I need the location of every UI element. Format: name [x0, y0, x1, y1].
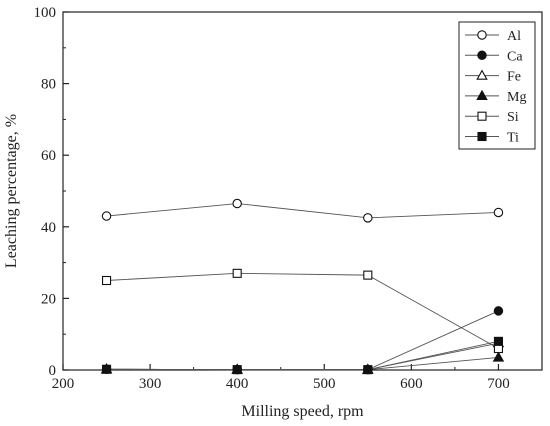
x-tick-label: 600 — [400, 376, 423, 392]
y-tick-label: 80 — [41, 77, 56, 93]
y-tick-label: 20 — [41, 291, 56, 307]
data-point-al — [363, 213, 373, 223]
legend-label-si: Si — [507, 110, 519, 125]
data-point-al — [232, 198, 242, 209]
data-point-si — [232, 268, 242, 278]
data-point-ca — [493, 306, 504, 316]
legend-label-al: Al — [507, 29, 521, 44]
series-line-ti — [106, 340, 499, 371]
series-line-ca — [106, 310, 499, 371]
data-point-ti — [101, 364, 112, 374]
y-tick-label: 40 — [41, 220, 56, 236]
y-tick-label: 60 — [41, 148, 56, 164]
legend: Al Ca Fe Mg Si Ti — [458, 21, 536, 150]
legend-label-ti: Ti — [507, 131, 519, 146]
data-point-ti — [493, 336, 504, 346]
legend-marker-ca — [477, 50, 487, 61]
legend-marker-al — [477, 30, 487, 40]
legend-label-fe: Fe — [507, 70, 521, 85]
series-line-al — [106, 203, 499, 219]
legend-label-ca: Ca — [507, 49, 523, 64]
x-tick-label: 400 — [226, 376, 249, 392]
series-line-fe — [106, 342, 499, 371]
data-point-al — [101, 211, 112, 221]
series-line-si — [106, 272, 499, 349]
data-point-si — [363, 270, 373, 280]
data-point-ti — [363, 365, 373, 375]
data-point-mg — [492, 351, 505, 362]
y-tick-label: 100 — [34, 5, 57, 21]
y-axis-title: Leaching percentage, % — [3, 114, 20, 268]
series-line-mg — [106, 357, 499, 371]
y-tick-label: 0 — [49, 363, 57, 379]
x-axis-title: Milling speed, rpm — [241, 403, 364, 420]
data-point-al — [493, 207, 504, 218]
legend-box — [458, 21, 536, 150]
legend-marker-mg — [476, 89, 488, 101]
legend-marker-fe — [476, 69, 488, 80]
legend-label-mg: Mg — [507, 90, 526, 105]
data-point-ti — [232, 365, 242, 375]
x-tick-label: 200 — [52, 376, 75, 392]
legend-marker-ti — [477, 131, 487, 142]
legend-marker-si — [477, 111, 487, 121]
x-tick-label: 300 — [139, 376, 162, 392]
x-tick-label: 700 — [487, 376, 510, 392]
x-tick-label: 500 — [313, 376, 336, 392]
data-point-si — [101, 275, 112, 286]
